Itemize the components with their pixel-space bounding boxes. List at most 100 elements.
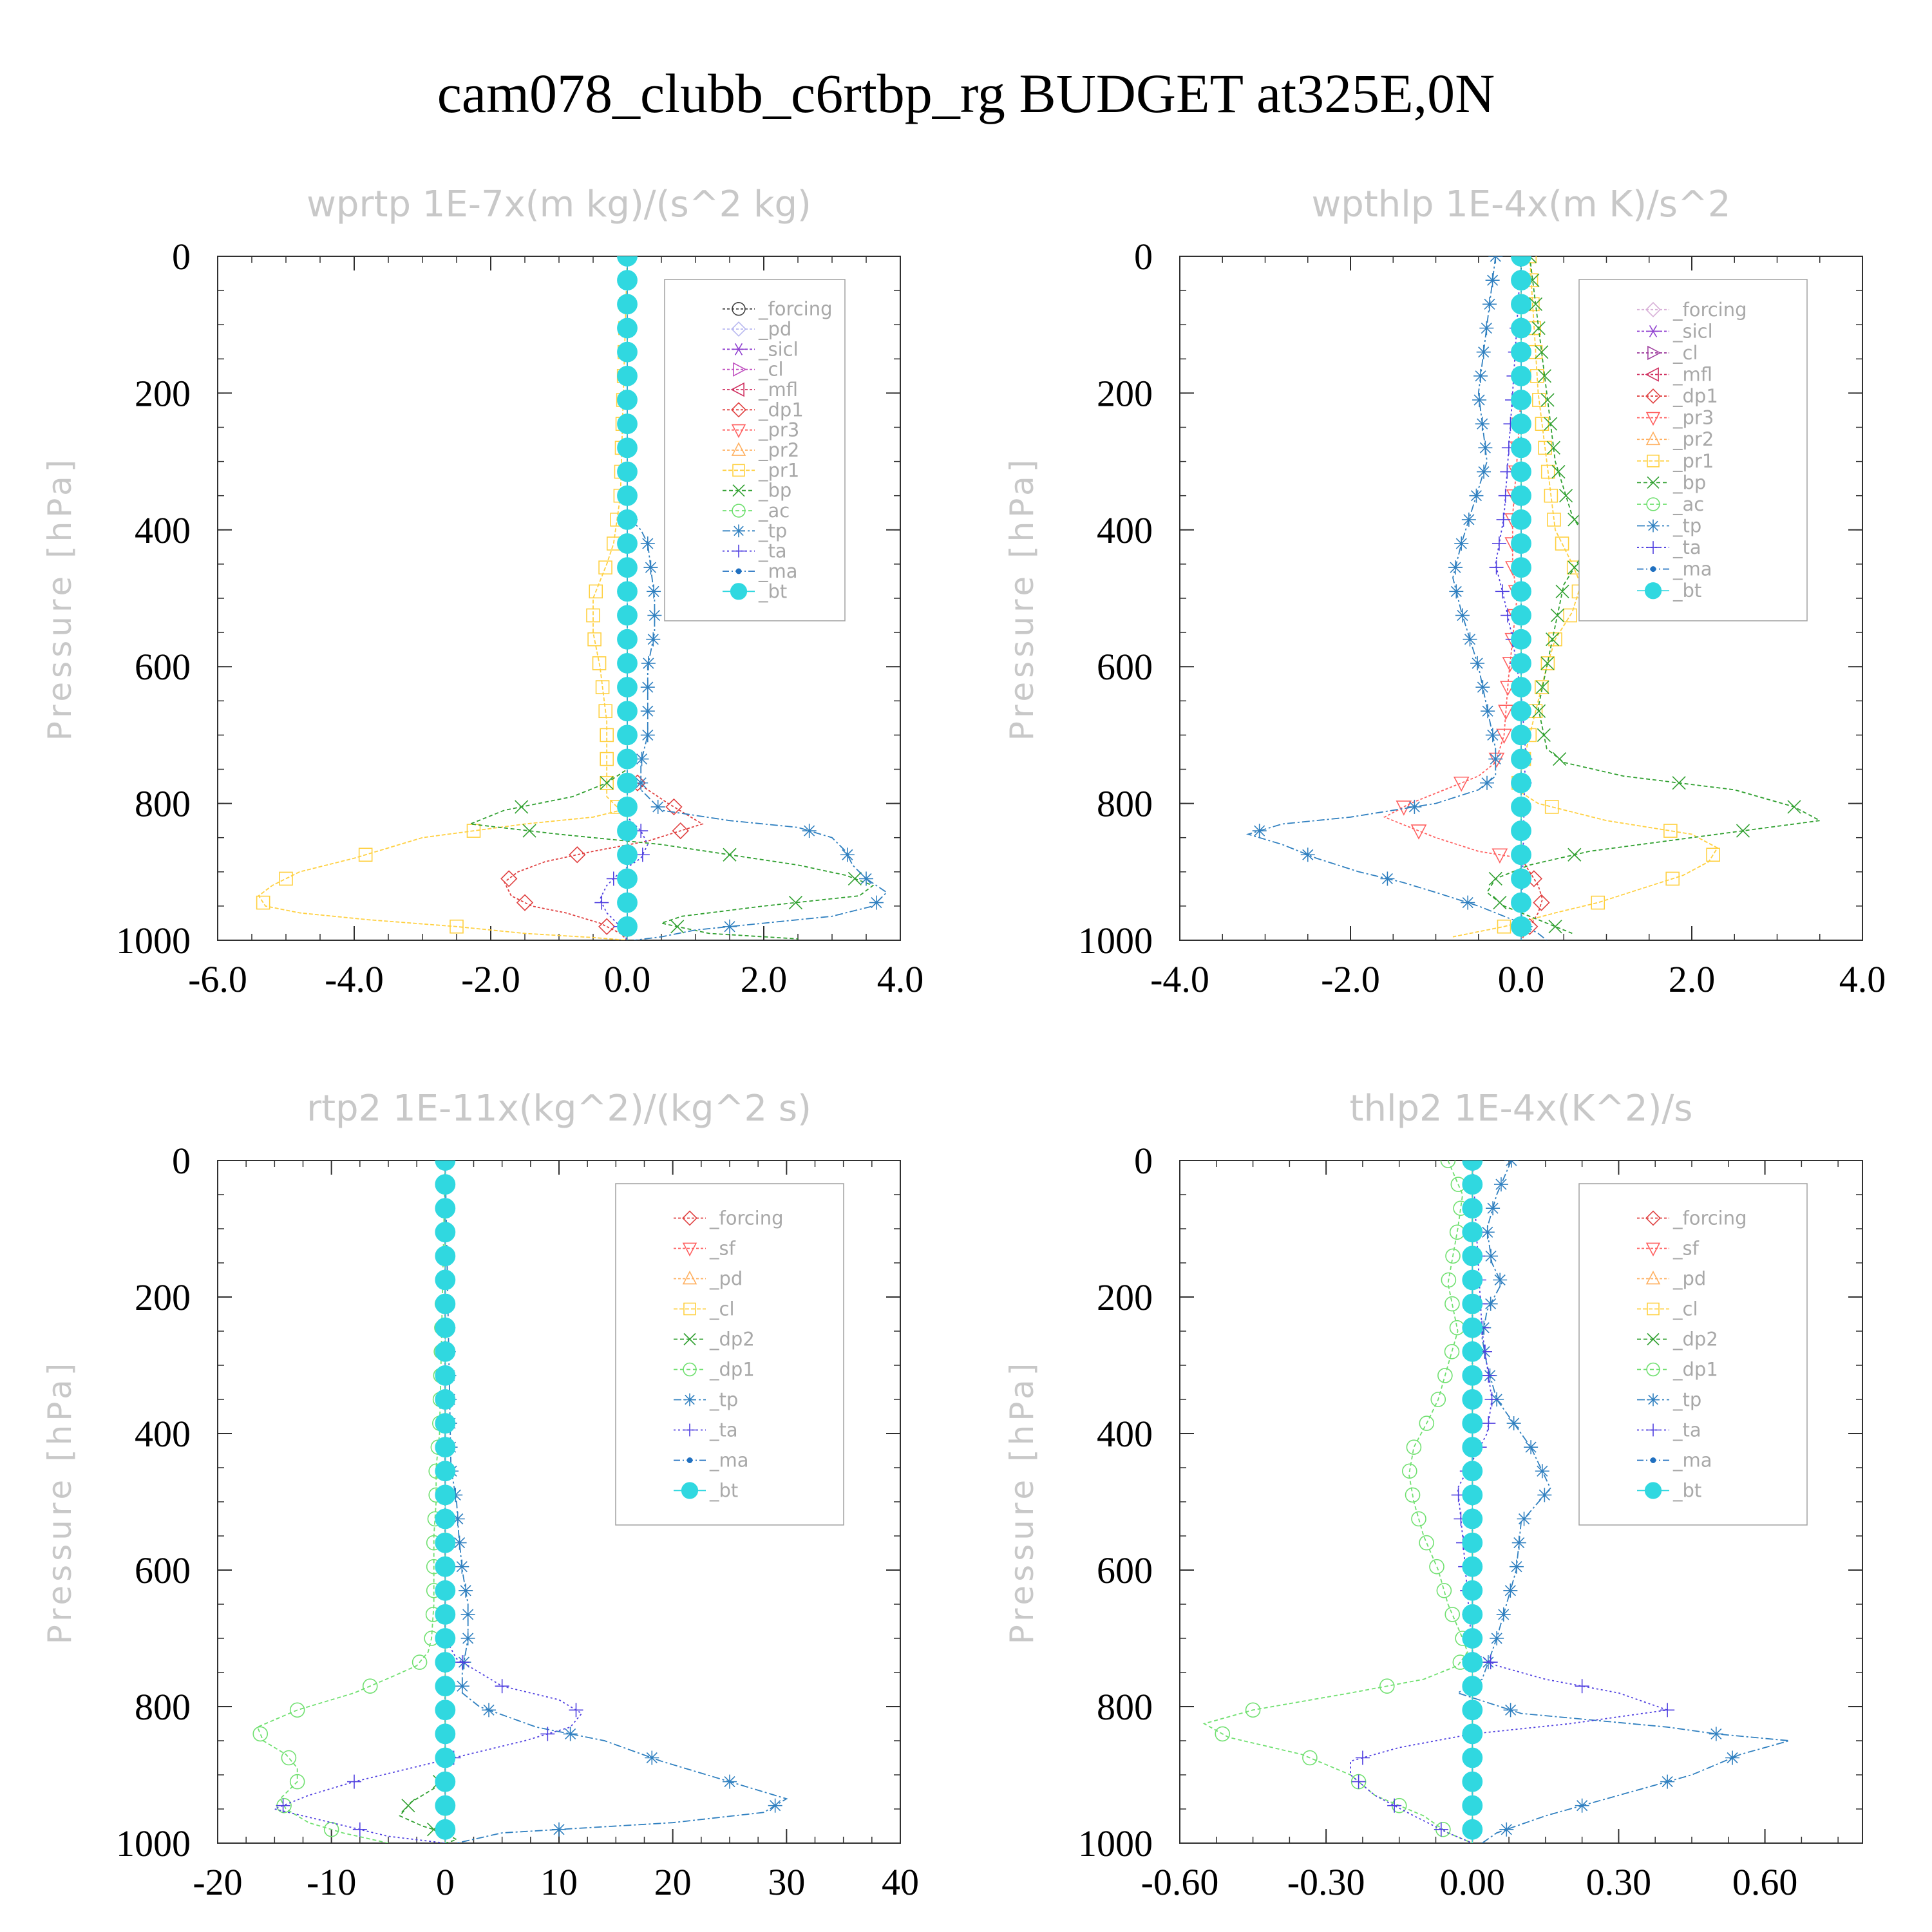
series-bt-point: [1462, 1484, 1483, 1506]
series-tp-point: [1537, 1488, 1552, 1502]
series-bt: [435, 1160, 456, 1843]
legend-pd-marker: [1645, 1270, 1661, 1285]
y-axis-label: Pressure [hPa]: [1003, 456, 1041, 741]
series-tp-point: [1477, 464, 1492, 479]
series-bt-point: [1462, 1723, 1483, 1745]
series-bp-point: [670, 920, 685, 934]
series-bp-point: [1540, 393, 1555, 407]
series-bp-point: [1555, 584, 1569, 598]
legend-ma-marker: [1650, 1457, 1656, 1463]
series-tp-point: [460, 1607, 475, 1622]
y-tick-label: 0: [1134, 236, 1153, 278]
series-tp-point: [1575, 1798, 1589, 1813]
series-tp-point: [1725, 1750, 1740, 1765]
legend-pr3-marker: [1645, 412, 1661, 426]
x-tick-label: -20: [193, 1861, 242, 1903]
legend-pr3-label: _pr3: [1672, 407, 1714, 429]
legend-bt-marker: [681, 1482, 699, 1499]
series-bp-point: [1535, 680, 1549, 694]
series-ta-point: [1434, 1822, 1448, 1837]
series-bt-point: [1462, 1676, 1483, 1697]
y-tick-label: 800: [1097, 783, 1153, 825]
series-bt-point: [617, 437, 638, 459]
series-bt-point: [1511, 557, 1531, 578]
series-bp-point: [1736, 824, 1750, 838]
x-tick-label: -6.0: [188, 958, 247, 1000]
series-bt-point: [1462, 1437, 1483, 1458]
legend-bt-label: _bt: [1672, 1480, 1701, 1502]
series-bp-line: [1486, 256, 1822, 934]
x-tick-label: -2.0: [461, 958, 520, 1000]
series-bt-point: [1462, 1245, 1483, 1267]
series-dp1-point: [1430, 1392, 1446, 1407]
series-bt-point: [617, 294, 638, 315]
series-tp-point: [1517, 1511, 1531, 1526]
series-bt-point: [435, 1700, 456, 1721]
series-tp-point: [1469, 488, 1484, 503]
series-ta-point: [1355, 1750, 1370, 1765]
series-dp1-point: [1445, 1248, 1461, 1264]
series-bp-point: [1537, 369, 1552, 383]
series-bt-point: [1511, 772, 1531, 793]
legend-ta-label: _ta: [1672, 536, 1701, 558]
series-bt-point: [617, 413, 638, 435]
legend-pr2-label: _pr2: [758, 439, 799, 461]
series-ta-point: [347, 1774, 361, 1789]
series-dp2-point: [401, 1799, 415, 1813]
series-bt-point: [617, 701, 638, 722]
series-pr1-point: [1555, 536, 1569, 551]
series-bp-line: [469, 256, 875, 940]
series-tp-line: [1245, 256, 1548, 940]
series-tp-point: [1448, 560, 1463, 575]
series-dp1: [1202, 1160, 1473, 1843]
legend-tp-marker: [1647, 519, 1660, 533]
series-bt-point: [1462, 1580, 1483, 1601]
series-bt-point: [435, 1652, 456, 1673]
legend-sicl-marker: [1647, 325, 1660, 337]
series-dp1-point: [1215, 1726, 1231, 1742]
series-bp-point: [1528, 297, 1543, 311]
legend-dp1-label: _dp1: [1672, 385, 1718, 407]
figure-title: cam078_clubb_c6rtbp_rg BUDGET at325E,0N: [437, 62, 1495, 124]
legend-tp-label: _tp: [1672, 1389, 1701, 1411]
series-tp-point: [646, 632, 661, 647]
series-bp-point: [1532, 704, 1546, 718]
series-ta-point: [352, 1822, 367, 1837]
legend-ta-marker: [732, 544, 745, 558]
y-tick-label: 400: [1097, 1413, 1153, 1455]
series-dp1-point: [1411, 1511, 1426, 1527]
series-tp-point: [723, 1774, 737, 1789]
series-ta-point: [1496, 512, 1511, 527]
x-tick-label: 40: [882, 1861, 919, 1903]
series-bt-point: [435, 1293, 456, 1314]
series-pr1-point: [598, 560, 612, 575]
legend-forcing-marker: [1645, 1210, 1661, 1226]
legend-sf-label: _sf: [1672, 1238, 1700, 1260]
series-pr1-point: [450, 919, 464, 934]
series-bt-point: [617, 844, 638, 866]
legend-cl-label: _cl: [1672, 1298, 1698, 1320]
series-bt-point: [1511, 581, 1531, 602]
series-tp-point: [1524, 1440, 1539, 1455]
y-tick-label: 1000: [1078, 920, 1153, 961]
series-bt-point: [435, 1628, 456, 1649]
series-bt-point: [1511, 868, 1531, 889]
series-bt-point: [1511, 413, 1531, 435]
series-bt-point: [1511, 509, 1531, 530]
series-bt-point: [435, 1484, 456, 1506]
series-tp-point: [1488, 256, 1503, 263]
series-bt-point: [617, 341, 638, 363]
series-bt-point: [617, 461, 638, 482]
y-tick-label: 800: [135, 1686, 191, 1728]
series-ta-line: [1350, 1160, 1668, 1843]
legend-forcing-label: _forcing: [758, 298, 833, 320]
series-pr1-point: [600, 752, 614, 766]
series-bt: [1462, 1160, 1483, 1843]
series-bt-point: [617, 557, 638, 578]
legend-sicl-label: _sicl: [1672, 320, 1713, 342]
legend-sf-label: _sf: [709, 1238, 736, 1260]
legend-cl-marker: [1647, 1302, 1660, 1316]
y-tick-label: 200: [1097, 372, 1153, 414]
